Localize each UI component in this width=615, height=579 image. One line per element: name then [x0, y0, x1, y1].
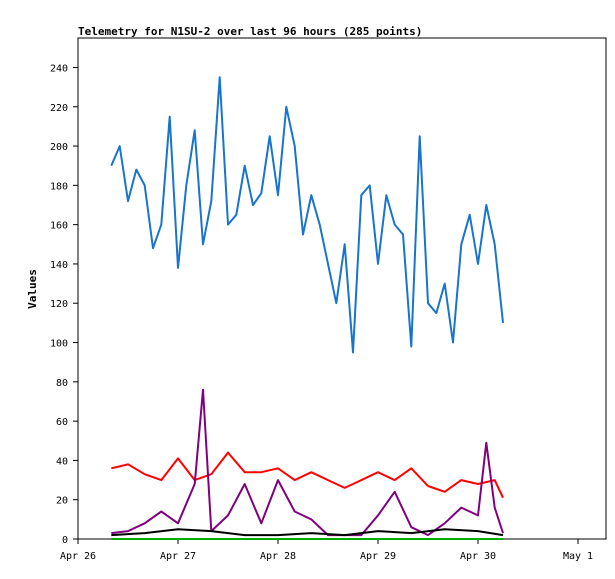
series-line-2 [111, 451, 504, 499]
x-tick-label: May 1 [563, 551, 593, 562]
y-tick-label: 120 [50, 299, 68, 310]
y-tick-label: 240 [50, 63, 68, 74]
y-tick-label: 80 [56, 378, 68, 389]
chart-title: Telemetry for N1SU-2 over last 96 hours … [78, 25, 422, 38]
y-tick-label: 40 [56, 456, 68, 467]
series-line-4 [111, 528, 504, 537]
x-tick-label: Apr 27 [160, 551, 196, 562]
y-tick-label: 100 [50, 339, 68, 350]
x-axis: Apr 26 Apr 27 Apr 28 Apr 29 Apr 30 May 1 [60, 539, 593, 562]
series-line-3 [111, 388, 504, 537]
y-tick-label: 60 [56, 417, 68, 428]
series-line-1 [110, 76, 504, 354]
y-tick-label: 20 [56, 496, 68, 507]
y-axis: 0 20 40 60 80 100 120 140 160 180 200 220 240 [50, 63, 78, 546]
series-layer [110, 76, 504, 540]
x-tick-label: Apr 29 [360, 551, 396, 562]
x-tick-label: Apr 26 [60, 551, 96, 562]
y-tick-label: 180 [50, 181, 68, 192]
y-tick-label: 0 [62, 535, 68, 546]
x-tick-label: Apr 28 [260, 551, 296, 562]
y-tick-label: 160 [50, 221, 68, 232]
y-tick-label: 200 [50, 142, 68, 153]
y-tick-label: 140 [50, 260, 68, 271]
y-tick-label: 220 [50, 103, 68, 114]
y-axis-label: Values [26, 269, 39, 309]
x-tick-label: Apr 30 [460, 551, 496, 562]
plot-frame [77, 37, 607, 540]
